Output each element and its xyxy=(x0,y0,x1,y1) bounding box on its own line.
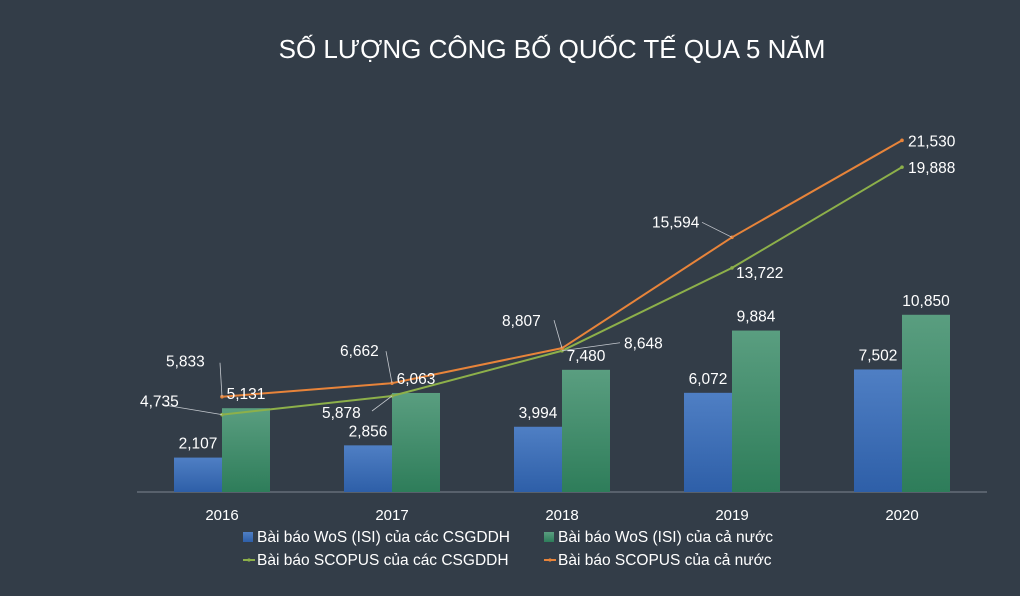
bar-label-s2-2018: 7,480 xyxy=(567,348,606,365)
line-label-s1-2019: 13,722 xyxy=(736,265,783,282)
line-label-s2-2016: 5,833 xyxy=(166,354,205,371)
bar-s2-2016 xyxy=(222,408,270,492)
x-tick-2018: 2018 xyxy=(545,507,578,524)
line-label-s1-2017: 5,878 xyxy=(322,405,361,422)
bar-s1-2019 xyxy=(684,392,732,492)
chart-title: SỐ LƯỢNG CÔNG BỐ QUỐC TẾ QUA 5 NĂM xyxy=(279,34,826,64)
line-point-s1-2020 xyxy=(900,165,904,169)
line-label-s2-2018: 8,807 xyxy=(502,313,541,330)
bar-label-s1-2020: 7,502 xyxy=(859,347,898,364)
leader-s4-2019 xyxy=(701,221,733,238)
leader-s4-2017 xyxy=(385,351,393,384)
line-label-s1-2016: 4,735 xyxy=(140,394,179,411)
line-point-s1-2019 xyxy=(730,266,734,270)
bar-s1-2016 xyxy=(174,457,222,492)
line-label-s1-2018: 8,648 xyxy=(624,336,663,353)
bar-s1-2017 xyxy=(344,445,392,492)
x-tick-2019: 2019 xyxy=(715,507,748,524)
bars-layer xyxy=(174,314,950,492)
line-label-s1-2020: 19,888 xyxy=(908,160,955,177)
bar-label-s1-2016: 2,107 xyxy=(179,436,218,453)
line-label-s2-2017: 6,662 xyxy=(340,343,379,360)
legend-label-2: Bài báo WoS (ISI) của cả nước xyxy=(558,529,773,546)
line-label-s2-2020: 21,530 xyxy=(908,133,956,150)
bar-s2-2019 xyxy=(732,330,780,492)
x-tick-2016: 2016 xyxy=(205,507,238,524)
leader-s4-2018 xyxy=(553,320,563,349)
legend-item-3: Bài báo SCOPUS của các CSGDDH xyxy=(243,552,509,569)
bar-label-s2-2019: 9,884 xyxy=(737,309,776,326)
bar-s2-2017 xyxy=(392,392,440,492)
legend-label-3: Bài báo SCOPUS của các CSGDDH xyxy=(257,552,509,569)
bar-label-s1-2017: 2,856 xyxy=(349,423,388,440)
legend-swatch-2 xyxy=(544,532,554,542)
bar-label-s1-2018: 3,994 xyxy=(519,405,558,422)
line-label-s2-2019: 15,594 xyxy=(652,214,700,231)
line-point-s2-2020 xyxy=(900,138,904,143)
labels-layer: 2,107 2,856 3,994 6,072 7,502 5,131 6,063 7,480… xyxy=(140,133,956,452)
leader-s3-2017 xyxy=(371,395,393,412)
line-point-s1-2016 xyxy=(220,412,224,417)
legend-item-4: Bài báo SCOPUS của cả nước xyxy=(544,552,772,569)
legend: Bài báo WoS (ISI) của các CSGDDH Bài báo … xyxy=(243,529,773,569)
bar-label-s1-2019: 6,072 xyxy=(689,371,728,388)
legend-label-1: Bài báo WoS (ISI) của các CSGDDH xyxy=(257,529,510,546)
leader-s4-2016 xyxy=(219,362,223,397)
bar-s2-2020 xyxy=(902,314,950,492)
leader-s3-2018 xyxy=(561,342,621,352)
legend-item-1: Bài báo WoS (ISI) của các CSGDDH xyxy=(243,529,510,546)
legend-swatch-1 xyxy=(243,532,253,542)
x-tick-labels: 2016 2017 2018 2019 2020 xyxy=(205,507,918,524)
leader-s3-2016 xyxy=(161,404,223,416)
bar-s1-2020 xyxy=(854,369,902,492)
legend-marker-3 xyxy=(247,558,251,562)
bar-s2-2018 xyxy=(562,369,610,492)
bar-label-s2-2017: 6,063 xyxy=(397,371,436,388)
legend-marker-4 xyxy=(548,558,552,562)
bar-s1-2018 xyxy=(514,426,562,492)
x-tick-2020: 2020 xyxy=(885,507,918,524)
line-series-2 xyxy=(221,139,903,398)
legend-label-4: Bài báo SCOPUS của cả nước xyxy=(558,552,772,569)
line-point-s2-2017 xyxy=(390,381,394,385)
bar-label-s2-2016: 5,131 xyxy=(227,386,266,403)
x-tick-2017: 2017 xyxy=(375,507,408,524)
legend-item-2: Bài báo WoS (ISI) của cả nước xyxy=(544,529,773,546)
bar-label-s2-2020: 10,850 xyxy=(902,293,950,310)
